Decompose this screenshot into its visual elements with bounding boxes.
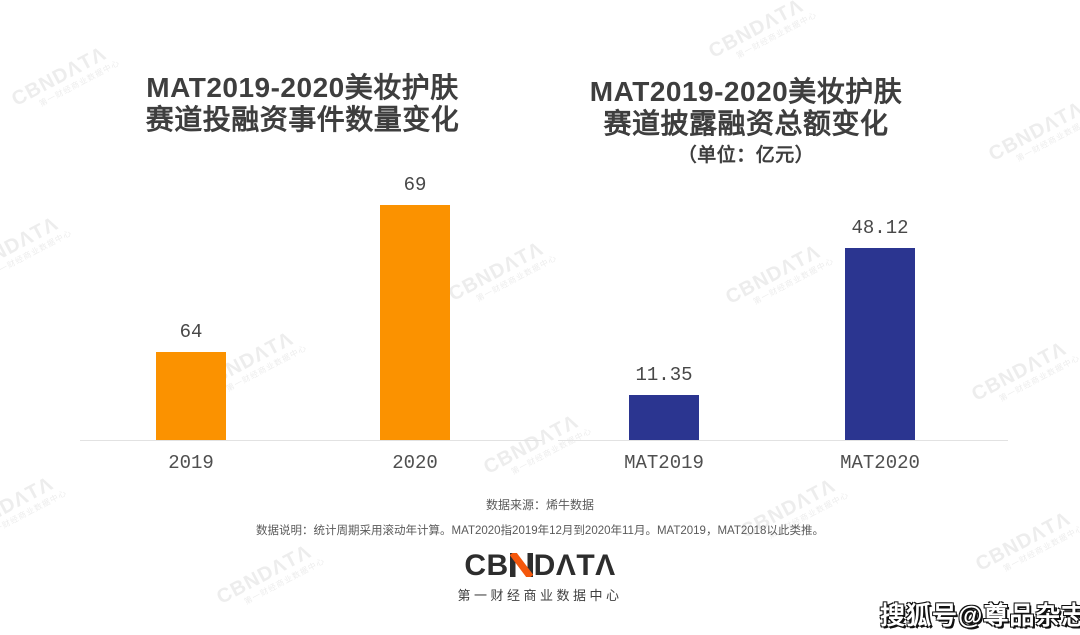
right-plot-area: 11.35 48.12 [558,170,1008,441]
cbndata-logo-subtitle: 第一财经商业数据中心 [457,588,623,603]
bar-2019 [156,352,226,440]
bar-value-label-mat2020: 48.12 [851,217,909,239]
sohu-account-badge: 搜狐号@尊品杂志 [880,602,1080,630]
left-chart-title-line1: MAT2019-2020美妆护肤 [146,72,459,103]
bar-group-mat2020: 48.12 [845,170,915,440]
bar-2020 [380,205,450,440]
cbndata-logo-suffix: DΛTΛ [533,549,616,582]
right-chart-title-line1: MAT2019-2020美妆护肤 [589,76,903,107]
bar-value-label-mat2019: 11.35 [635,364,693,386]
x-tick-2020: 2020 [392,452,438,474]
bar-value-label-2019: 64 [179,321,203,343]
cbndata-logo: CB DΛTΛ [0,551,1080,581]
x-tick-mat2020: MAT2020 [840,452,920,474]
bar-mat2020 [845,248,915,440]
right-chart-unit-label: （单位：亿元） [677,145,815,166]
x-tick-2019: 2019 [168,452,214,474]
cbndata-logo-prefix: CB [464,549,509,582]
bar-mat2019 [629,395,699,440]
logo-n-icon [509,553,533,577]
x-tick-mat2019: MAT2019 [624,452,704,474]
left-chart-title-line2: 赛道投融资事件数量变化 [145,104,460,135]
data-method-note: 数据说明：统计周期采用滚动年计算。MAT2020指2019年12月到2020年1… [256,525,824,537]
cbndata-watermark: CBNDΛTΛ 第一财经商业数据中心 [705,0,819,63]
bar-value-label-2020: 69 [403,174,427,196]
data-source-note: 数据来源：烯牛数据 [485,498,594,512]
left-plot-area: 64 69 [80,170,542,441]
cbndata-watermark: CBNDΛTΛ 第一财经商业数据中心 [985,97,1080,166]
right-chart-title-line2: 赛道披露融资总额变化 [603,108,889,139]
funding-total-chart: 11.35 48.12 MAT2019 MAT2020 [558,170,1008,474]
bar-group-mat2019: 11.35 [629,170,699,440]
right-chart-title: MAT2019-2020美妆护肤 赛道披露融资总额变化 （单位：亿元） [560,76,932,168]
left-chart-title: MAT2019-2020美妆护肤 赛道投融资事件数量变化 [70,72,535,136]
events-count-chart: 64 69 2019 2020 [80,170,542,474]
bar-group-2019: 64 [156,170,226,440]
bar-group-2020: 69 [380,170,450,440]
cbndata-watermark: CBNDΛTΛ 第一财经商业数据中心 [0,212,74,281]
